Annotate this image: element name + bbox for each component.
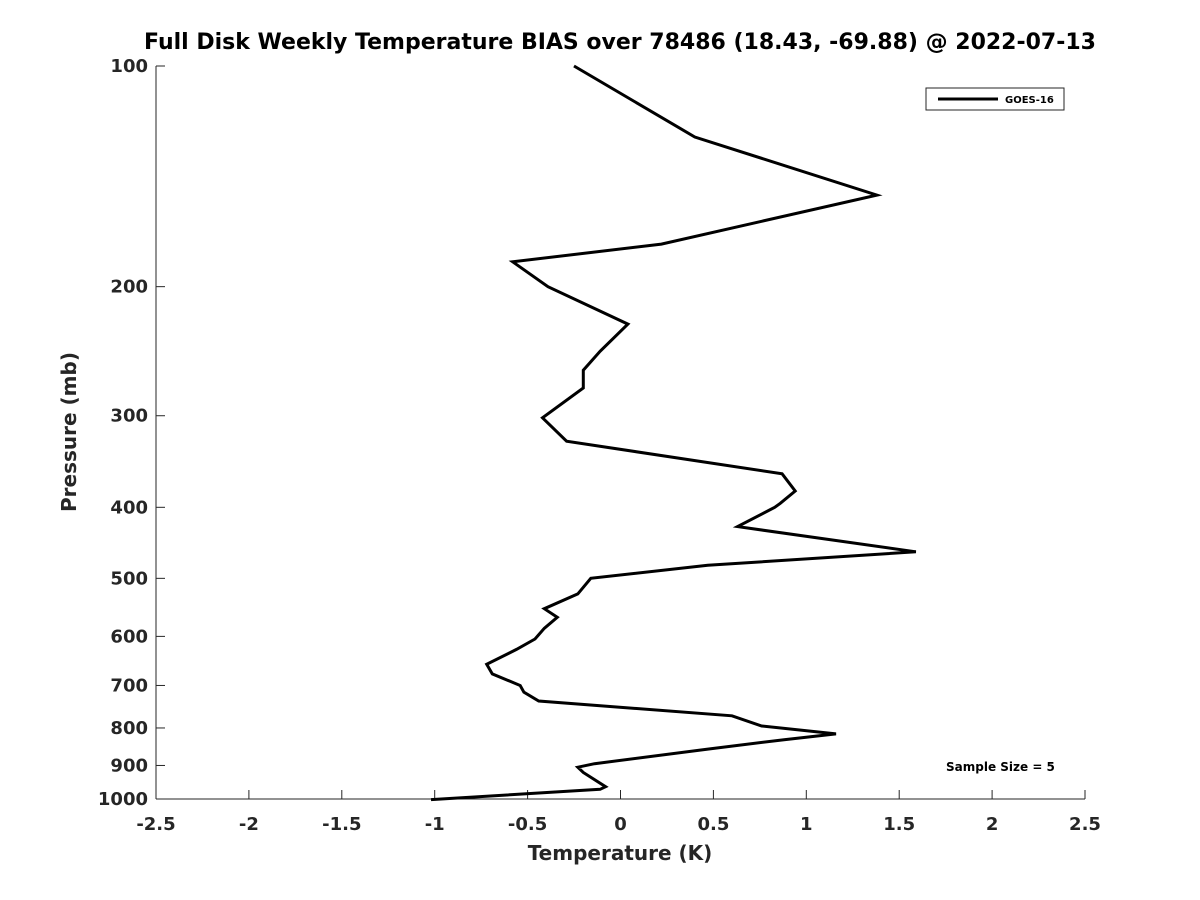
series-layer xyxy=(430,64,917,802)
x-tick-label: 0 xyxy=(614,814,627,835)
y-tick-label: 300 xyxy=(110,406,148,427)
y-tick-label: 100 xyxy=(110,56,148,77)
chart-title: Full Disk Weekly Temperature BIAS over 7… xyxy=(144,30,1096,55)
x-axis-label: Temperature (K) xyxy=(528,841,713,865)
x-tick-label: -2.5 xyxy=(136,814,175,835)
x-tick-label: 2.5 xyxy=(1069,814,1101,835)
series-line-goes-16 xyxy=(430,64,917,802)
x-tick-label: 2 xyxy=(986,814,999,835)
y-tick-label: 800 xyxy=(110,718,148,739)
x-tick-label: -1.5 xyxy=(322,814,361,835)
y-tick-label: 400 xyxy=(110,497,148,518)
legend: GOES-16 xyxy=(925,87,1065,111)
legend-label: GOES-16 xyxy=(1005,95,1054,106)
x-tick-label: 0.5 xyxy=(697,814,729,835)
axes: -2.5 -2 -1.5 -1 -0.5 0 0.5 1 1.5 2 2.5 100 200 300 400… xyxy=(98,56,1101,835)
sample-size-annotation: Sample Size = 5 xyxy=(946,760,1055,774)
x-tick-label: -1 xyxy=(425,814,445,835)
y-tick-label: 500 xyxy=(110,568,148,589)
x-tick-label: -0.5 xyxy=(508,814,547,835)
y-tick-label: 1000 xyxy=(98,789,148,810)
y-tick-label: 600 xyxy=(110,626,148,647)
x-tick-label: -2 xyxy=(239,814,259,835)
y-axis-label: Pressure (mb) xyxy=(57,352,81,512)
y-tick-label: 700 xyxy=(110,675,148,696)
x-tick-label: 1.5 xyxy=(883,814,915,835)
y-tick-label: 900 xyxy=(110,755,148,776)
y-tick-label: 200 xyxy=(110,277,148,298)
x-tick-label: 1 xyxy=(800,814,813,835)
